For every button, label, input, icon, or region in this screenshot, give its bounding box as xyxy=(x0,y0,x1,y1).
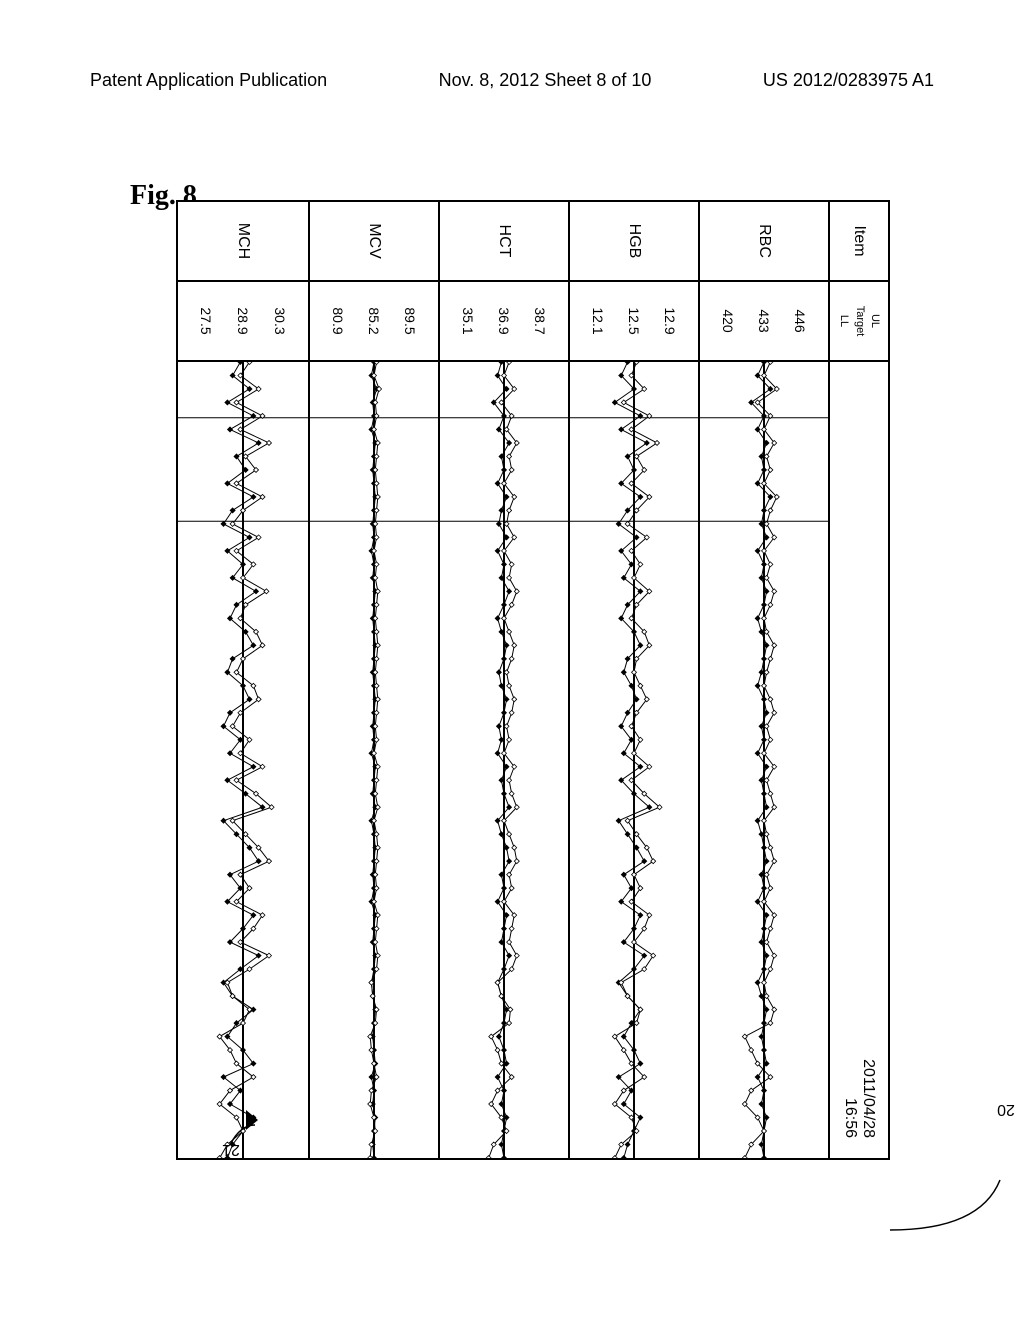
target-column-header: UL Target LL xyxy=(830,282,888,362)
header-center: Nov. 8, 2012 Sheet 8 of 10 xyxy=(439,70,652,91)
ll-value: 35.1 xyxy=(460,307,476,334)
chart-svg xyxy=(440,362,568,1158)
chart-svg xyxy=(570,362,698,1158)
table-row: MCH 30.3 28.9 27.5 xyxy=(178,202,308,1158)
target-value: 36.9 xyxy=(496,307,512,334)
qc-chart-table: Item UL Target LL 2011/04/2816:56 RBC446… xyxy=(176,200,890,1160)
limit-values-cell: 38.7 36.9 35.1 xyxy=(440,282,568,362)
limit-values-cell: 12.9 12.5 12.1 xyxy=(570,282,698,362)
levey-jennings-chart xyxy=(178,362,308,1158)
item-name-cell: HCT xyxy=(440,202,568,282)
limit-values-cell: 446 433 420 xyxy=(700,282,828,362)
reference-label-20: 20 xyxy=(997,1100,1015,1118)
leader-line-20 xyxy=(890,1210,950,1250)
ul-value: 12.9 xyxy=(662,307,678,334)
ll-value: 27.5 xyxy=(198,307,214,334)
ll-value: 12.1 xyxy=(590,307,606,334)
header-left: Patent Application Publication xyxy=(90,70,327,91)
ul-value: 30.3 xyxy=(272,307,288,334)
header-right: US 2012/0283975 A1 xyxy=(763,70,934,91)
ul-value: 89.5 xyxy=(402,307,418,334)
item-name-cell: HGB xyxy=(570,202,698,282)
chart-svg xyxy=(700,362,828,1158)
arrow-marker-icon xyxy=(243,1110,258,1130)
levey-jennings-chart xyxy=(570,362,698,1158)
ul-value: 38.7 xyxy=(532,307,548,334)
levey-jennings-chart xyxy=(310,362,438,1158)
ll-value: 80.9 xyxy=(330,307,346,334)
qc-chart-container: Item UL Target LL 2011/04/2816:56 RBC446… xyxy=(40,310,1000,1050)
levey-jennings-chart xyxy=(700,362,828,1158)
ul-value: 446 xyxy=(792,309,808,332)
item-name-cell: RBC xyxy=(700,202,828,282)
target-label: Target xyxy=(851,306,866,337)
limit-values-cell: 89.5 85.2 80.9 xyxy=(310,282,438,362)
target-value: 12.5 xyxy=(626,307,642,334)
table-row: MCV 89.5 85.2 80.9 xyxy=(308,202,438,1158)
item-name-cell: MCV xyxy=(310,202,438,282)
item-column-header: Item xyxy=(830,202,888,282)
table-header-row: Item UL Target LL 2011/04/2816:56 xyxy=(828,202,888,1158)
ll-value: 420 xyxy=(720,309,736,332)
chart-svg xyxy=(310,362,438,1158)
ll-label: LL xyxy=(836,315,851,327)
ul-label: UL xyxy=(867,314,882,328)
timestamp-text: 2011/04/2816:56 xyxy=(841,1059,877,1138)
chart-svg xyxy=(178,362,308,1158)
levey-jennings-chart xyxy=(440,362,568,1158)
target-value: 433 xyxy=(756,309,772,332)
table-row: HCT 38.7 36.9 35.1 xyxy=(438,202,568,1158)
leader-line-21 xyxy=(200,1130,240,1190)
timestamp-header: 2011/04/2816:56 xyxy=(830,362,888,1158)
item-name-cell: MCH xyxy=(178,202,308,282)
table-row: RBC 446 433 420 xyxy=(698,202,828,1158)
target-value: 28.9 xyxy=(235,307,251,334)
limit-values-cell: 30.3 28.9 27.5 xyxy=(178,282,308,362)
table-row: HGB 12.9 12.5 12.1 xyxy=(568,202,698,1158)
patent-header: Patent Application Publication Nov. 8, 2… xyxy=(0,70,1024,91)
target-value: 85.2 xyxy=(366,307,382,334)
